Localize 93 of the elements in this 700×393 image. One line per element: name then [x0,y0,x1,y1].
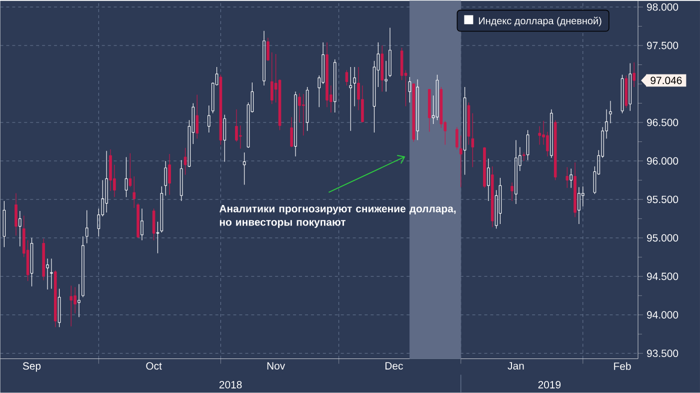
candlestick [152,208,156,241]
candlestick [380,45,384,92]
candlestick [42,238,45,281]
candlestick [574,162,576,218]
candlestick [582,186,584,207]
candlestick [262,30,266,86]
candlestick [333,59,336,113]
candlestick [498,178,502,224]
candlestick [306,86,309,132]
candlestick [428,89,431,132]
candlestick [46,258,49,290]
candlestick [164,160,168,196]
y-tick-label: 95.000 [647,234,678,242]
candlestick [140,208,144,241]
candlestick [298,92,301,123]
x-tick-label: Sep [22,362,41,372]
candlestick [78,284,80,318]
candlestick [50,258,53,289]
candlestick [294,91,297,157]
candlestick [136,202,140,238]
y-tick-label: 95.500 [647,196,678,204]
candlestick [70,285,73,327]
candlestick [180,160,183,202]
text: 2018 [219,381,242,388]
candlestick [628,62,632,112]
candlestick [326,42,328,108]
candlestick [85,210,88,244]
candlestick [609,100,612,124]
annotation: Аналитики прогнозируют снижение доллара, но инвесторы покупают [219,205,456,228]
legend-label: Индекс доллара (дневной) [479,16,602,26]
candlestick [471,112,474,168]
y-tick-label: 93.500 [647,350,678,358]
y-tick-label: 96.000 [647,157,678,165]
candlestick [490,166,494,228]
candlestick [526,130,530,160]
y-tick-label: 97.500 [647,42,678,50]
candlestick [510,182,514,202]
candlestick [416,79,419,140]
candlestick [235,109,238,142]
x-tick-label: Dec [386,362,403,370]
candlestick [349,66,352,132]
candlestick [467,102,470,146]
x-tick-label: Jan [508,362,524,370]
candlestick [483,146,486,188]
candlestick [570,168,572,188]
candlestick [208,105,210,133]
candlestick [566,166,569,188]
candlestick [459,135,462,188]
candlestick [105,150,108,213]
candlestick [322,42,324,84]
candlestick [239,125,242,149]
text: 2019 [538,381,561,388]
candlestick [74,286,76,314]
candlestick [302,94,305,136]
candlestick [156,221,160,254]
annotation: 97.046 [650,76,682,84]
candlestick [578,186,580,224]
candlestick [388,28,392,78]
candlestick [270,52,274,104]
candlestick [408,76,412,103]
candlestick [463,86,466,176]
y-tick-label: 96.500 [647,118,678,126]
x-tick-label: Oct [146,362,162,370]
candlestick [538,126,541,146]
y-tick-label: 94.500 [647,272,678,280]
y-tick-label: 94.000 [647,311,678,319]
x-tick-label: Nov [267,362,286,370]
candlestick [242,152,246,186]
candlestick [546,131,549,157]
x-tick-label: Feb [614,362,631,370]
candlestick [109,149,112,192]
candlestick [30,238,34,287]
candlestick [361,85,364,123]
y-tick-label: 98.000 [647,3,678,11]
candlestick [384,60,388,92]
candlestick [632,62,636,88]
candlestick [132,176,136,208]
candlestick [514,140,518,204]
candlestick [456,126,458,150]
candlestick [168,154,171,196]
candlestick [290,116,293,148]
candlestick [124,156,128,198]
candlestick [14,192,18,236]
candlestick [128,152,132,188]
candlestick [18,210,22,247]
candlestick [58,288,61,328]
candlestick [196,94,199,139]
candlestick [266,38,270,62]
candlestick [487,158,490,202]
candlestick [2,200,6,248]
candlestick [353,66,356,107]
candlestick [223,114,226,162]
candlestick [82,236,84,298]
